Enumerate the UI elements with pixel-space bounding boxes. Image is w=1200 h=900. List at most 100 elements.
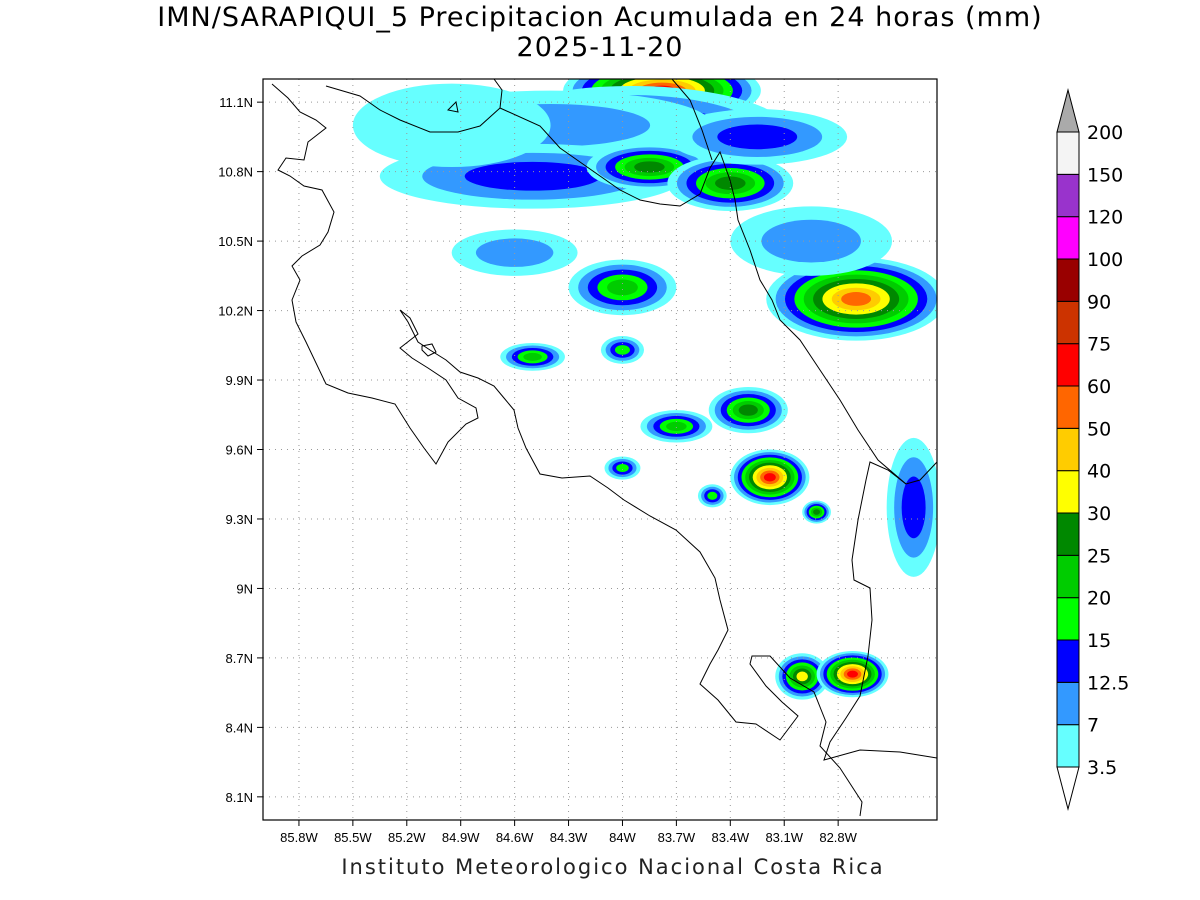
precip-band [841, 292, 872, 306]
colorbar-swatch [1056, 597, 1080, 641]
lat-tick-label: 9.9N [226, 373, 253, 388]
colorbar-swatch [1056, 512, 1080, 556]
precip-band [763, 473, 776, 482]
caribbean-coastline [671, 79, 713, 161]
colorbar-label: 15 [1087, 630, 1111, 652]
colorbar-swatch [1056, 554, 1080, 599]
colorbar-swatch [1056, 258, 1080, 302]
colorbar-swatch [1056, 681, 1080, 726]
precip-cell [730, 449, 810, 506]
colorbar-label: 20 [1087, 588, 1111, 610]
precip-band [607, 279, 638, 296]
precip-cell [568, 259, 677, 316]
precip-cell [802, 500, 831, 524]
map-title: IMN/SARAPIQUI_5 Precipitacion Acumulada … [157, 2, 1043, 33]
panama-coast [823, 655, 937, 761]
precip-cell [766, 257, 937, 341]
colorbar-label: 7 [1087, 715, 1099, 737]
precip-band [464, 161, 601, 191]
precip-band [738, 404, 758, 416]
colorbar-min-arrow [1056, 766, 1080, 811]
lat-tick-label: 9N [236, 581, 253, 596]
lon-tick-label: 83.7W [658, 830, 696, 845]
precip-band [707, 491, 718, 500]
precip-band [475, 238, 554, 267]
colorbar-label: 12.5 [1087, 672, 1129, 694]
precip-cell [816, 650, 889, 698]
precip-band [901, 476, 926, 539]
precip-band [616, 463, 629, 473]
lat-tick-label: 10.2N [218, 304, 253, 319]
colorbar-swatch [1056, 724, 1080, 768]
colorbar-swatch [1056, 343, 1080, 387]
precip-cell [708, 386, 788, 434]
colorbar-label: 200 [1087, 122, 1123, 144]
colorbar-label: 50 [1087, 418, 1111, 440]
colorbar-label: 150 [1087, 164, 1123, 186]
nicaragua-border [325, 79, 503, 133]
precip-cell [352, 83, 551, 167]
lon-tick-label: 84.3W [550, 830, 588, 845]
precip-band [523, 352, 542, 361]
longitude-axis: 85.8W 85.5W 85.2W 84.9W 84.6W 84.3W 84W 83.7W 83… [280, 820, 858, 845]
border-north [499, 107, 937, 485]
credit-footer: Instituto Meteorologico Nacional Costa R… [341, 855, 885, 879]
colorbar-label: 30 [1087, 503, 1111, 525]
precip-cell [775, 653, 830, 700]
precip-cell [640, 410, 713, 443]
precip-band [796, 671, 808, 682]
lon-tick-label: 85.5W [334, 830, 372, 845]
colorbar-swatch [1056, 427, 1080, 472]
lat-tick-label: 8.7N [226, 651, 253, 666]
lon-tick-label: 85.2W [388, 830, 426, 845]
colorbar-label: 100 [1087, 249, 1123, 271]
precip-cell [451, 229, 578, 276]
precipitation-field [352, 79, 937, 700]
precip-band [847, 670, 858, 678]
colorbar-swatch [1056, 470, 1080, 514]
colorbar: 3.5 7 12.5 15 20 25 30 40 50 60 75 90 100 120 150 200 [1056, 88, 1129, 811]
island-small [446, 100, 459, 113]
lon-tick-label: 83.1W [765, 830, 803, 845]
precip-cell [697, 484, 727, 508]
lat-tick-label: 10.8N [218, 165, 253, 180]
colorbar-swatch [1056, 300, 1080, 345]
lon-tick-label: 85.8W [280, 830, 318, 845]
island [421, 343, 437, 357]
colorbar-swatch [1056, 131, 1080, 175]
precip-cell [500, 342, 565, 371]
precip-band [666, 421, 687, 431]
precip-cell [604, 456, 641, 480]
precip-cell [730, 206, 893, 276]
colorbar-swatch [1056, 173, 1080, 218]
lon-tick-label: 84.6W [496, 830, 534, 845]
pacific-coastline [271, 83, 863, 817]
lat-tick-label: 11.1N [219, 95, 253, 110]
colorbar-swatch [1056, 639, 1080, 683]
lon-tick-label: 84.9W [442, 830, 480, 845]
lon-tick-label: 82.8W [819, 830, 857, 845]
lon-tick-label: 84W [609, 830, 636, 845]
colorbar-label: 120 [1087, 207, 1123, 229]
coastline-and-borders [271, 79, 937, 817]
colorbar-label: 90 [1087, 291, 1111, 313]
precip-cell [667, 109, 848, 165]
lon-tick-label: 83.4W [712, 830, 750, 845]
colorbar-max-arrow [1056, 88, 1080, 133]
precip-cell [886, 437, 937, 577]
precip-band [813, 509, 821, 515]
lat-tick-label: 9.3N [226, 512, 253, 527]
colorbar-label: 25 [1087, 545, 1111, 567]
colorbar-label: 75 [1087, 334, 1111, 356]
precip-band [634, 161, 665, 173]
colorbar-swatch [1056, 216, 1080, 260]
colorbar-label: 3.5 [1087, 757, 1117, 779]
lat-tick-label: 9.6N [226, 443, 253, 458]
precip-band [761, 219, 861, 263]
precip-band [717, 124, 798, 150]
colorbar-label: 60 [1087, 376, 1111, 398]
colorbar-label: 40 [1087, 461, 1111, 483]
lat-tick-label: 8.4N [226, 720, 253, 735]
lat-tick-label: 8.1N [226, 790, 253, 805]
